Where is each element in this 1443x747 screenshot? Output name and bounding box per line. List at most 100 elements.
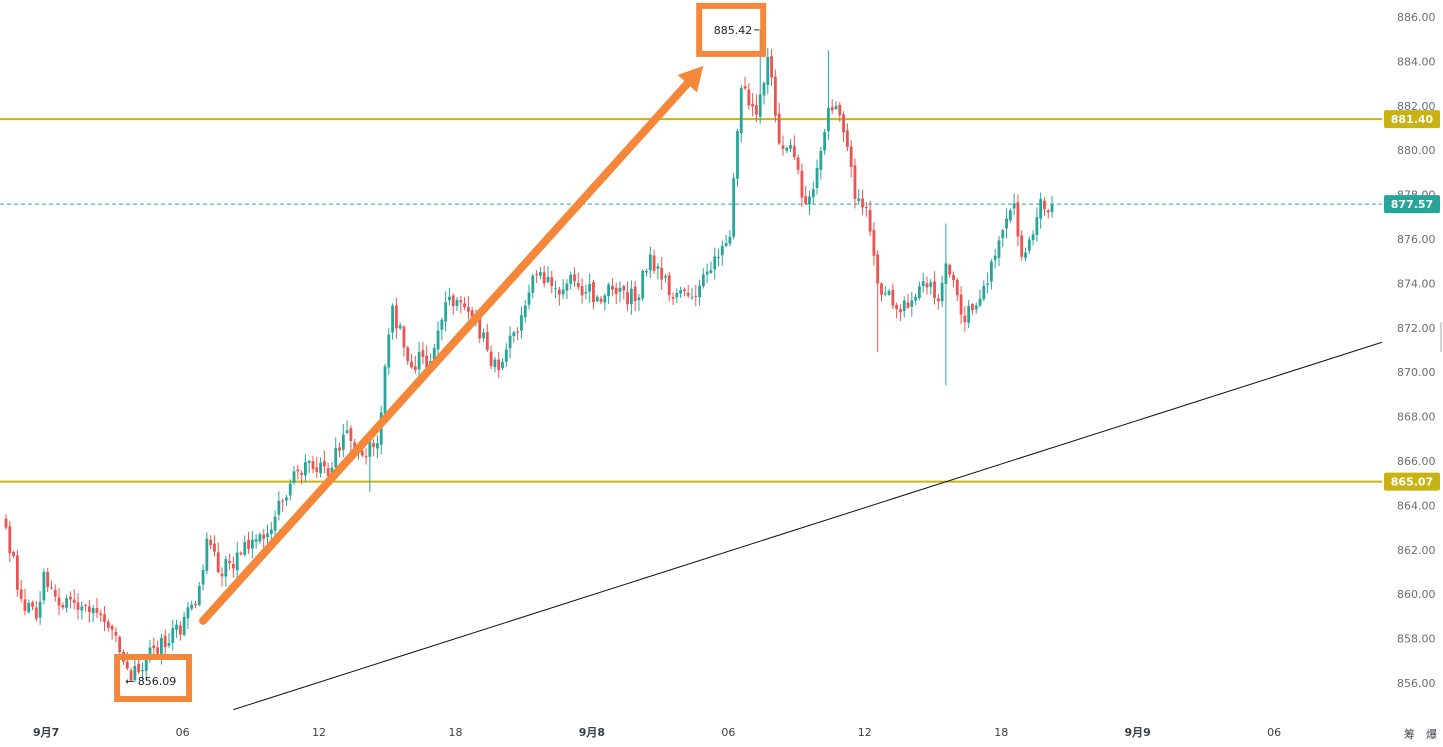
candle — [402, 325, 406, 357]
candle-body — [523, 305, 527, 318]
candle-body — [963, 315, 967, 323]
candle-body — [326, 468, 330, 476]
candle — [921, 272, 925, 293]
candle-body — [15, 555, 19, 590]
candle — [785, 146, 789, 153]
candle-body — [125, 661, 129, 669]
candle-body — [432, 348, 436, 360]
candle-body — [921, 281, 925, 287]
candle-body — [144, 658, 148, 671]
candle-body — [466, 306, 470, 312]
candle-body — [569, 274, 573, 284]
candle-body — [205, 538, 209, 571]
candle-body — [561, 289, 565, 295]
y-tick-label: 876.00 — [1397, 233, 1436, 246]
candle-body — [349, 428, 353, 441]
candle-body — [232, 563, 235, 569]
candle-body — [201, 570, 205, 585]
candle-body — [971, 303, 974, 311]
callout-value-label: 885.42 — [714, 24, 753, 37]
candle-body — [936, 298, 940, 302]
candle-body — [914, 297, 917, 301]
candle — [732, 173, 736, 240]
candle — [599, 295, 603, 305]
candle — [69, 591, 72, 609]
candle — [216, 542, 220, 574]
candle — [190, 600, 194, 611]
candle-body — [777, 113, 781, 144]
candle — [364, 448, 368, 465]
candle — [811, 181, 815, 205]
candle — [406, 345, 410, 365]
candle — [1012, 193, 1016, 216]
candle-body — [955, 279, 959, 296]
trend-line[interactable] — [233, 340, 1386, 711]
candle — [580, 278, 584, 304]
candle — [103, 606, 106, 632]
candle-body — [485, 332, 489, 350]
candle — [341, 423, 345, 458]
candle-body — [319, 462, 322, 474]
candle-body — [364, 456, 368, 458]
candle — [800, 163, 804, 208]
candle — [868, 200, 872, 236]
candle-body — [269, 529, 273, 535]
candle — [842, 111, 845, 143]
candle-body — [84, 604, 87, 606]
candle-body — [1016, 202, 1020, 237]
candle — [1043, 197, 1046, 216]
candle-body — [186, 607, 190, 619]
candle-body — [175, 624, 178, 630]
candle-body — [550, 277, 554, 287]
candle — [80, 601, 84, 620]
candle — [186, 602, 190, 629]
candle-body — [592, 282, 595, 303]
candle — [482, 328, 485, 343]
candle-body — [516, 331, 520, 333]
x-tick-label: 12 — [858, 726, 872, 739]
candle-body — [76, 602, 80, 610]
candle — [808, 190, 811, 215]
candle — [796, 154, 800, 175]
candle-body — [1031, 234, 1035, 241]
candle — [349, 425, 353, 453]
axis-corner-label[interactable]: 筹 — [1404, 727, 1415, 741]
candle-body — [872, 230, 876, 256]
candle — [1035, 207, 1039, 242]
candle — [368, 433, 372, 493]
candle — [4, 514, 8, 530]
candle — [902, 296, 906, 318]
candle-body — [789, 145, 792, 149]
candle — [959, 286, 963, 324]
candle-body — [811, 189, 815, 198]
candle-body — [80, 606, 84, 611]
candle-body — [720, 245, 724, 256]
candle-body — [341, 434, 345, 450]
badge-value: 881.40 — [1391, 113, 1434, 126]
candle-body — [12, 551, 15, 556]
candle-body — [531, 275, 535, 293]
candle-body — [262, 534, 266, 539]
candle-body — [197, 586, 201, 605]
candle-body — [781, 145, 785, 149]
candle — [611, 278, 614, 297]
candle — [266, 524, 269, 546]
candle-body — [489, 351, 493, 367]
candle-body — [709, 270, 713, 273]
candle — [489, 345, 493, 370]
candle-body — [304, 462, 307, 476]
candle — [899, 304, 902, 322]
candle-body — [239, 552, 243, 555]
axis-corner-label[interactable]: 爆 — [1426, 727, 1437, 741]
candle-body — [1043, 200, 1046, 210]
candle — [804, 185, 808, 206]
candle-body — [148, 647, 152, 659]
candle — [228, 553, 232, 570]
candle — [372, 439, 376, 457]
candle — [42, 568, 46, 605]
candle-body — [300, 472, 304, 475]
candle-body — [72, 599, 76, 603]
x-tick-label: 18 — [994, 726, 1008, 739]
